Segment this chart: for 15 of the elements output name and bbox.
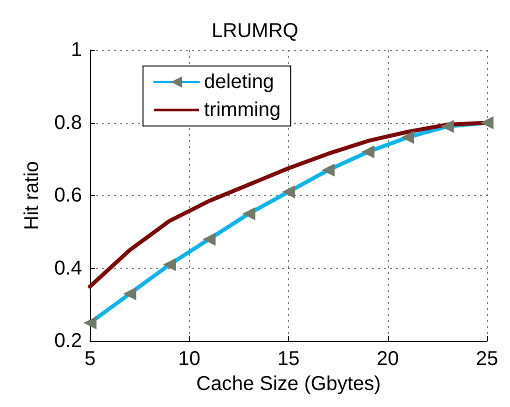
x-tick-label: 25 [476, 348, 498, 370]
chart-title: LRUMRQ [212, 20, 298, 42]
y-tick-label: 0.4 [54, 257, 82, 280]
y-tick-label: 0.6 [54, 184, 82, 207]
y-tick-label: 0.8 [54, 112, 82, 134]
x-tick-label: 5 [84, 348, 96, 370]
legend-label: deleting [204, 71, 274, 93]
y-axis-title: Hit ratio [21, 161, 43, 230]
x-axis-title: Cache Size (Gbytes) [196, 373, 381, 395]
y-tick-label: 0.2 [54, 330, 82, 352]
x-tick-label: 15 [277, 348, 300, 370]
legend-label: trimming [204, 99, 281, 121]
x-tick-label: 20 [376, 348, 399, 370]
x-tick-label: 10 [178, 348, 200, 370]
y-tick-label: 1 [70, 39, 82, 61]
